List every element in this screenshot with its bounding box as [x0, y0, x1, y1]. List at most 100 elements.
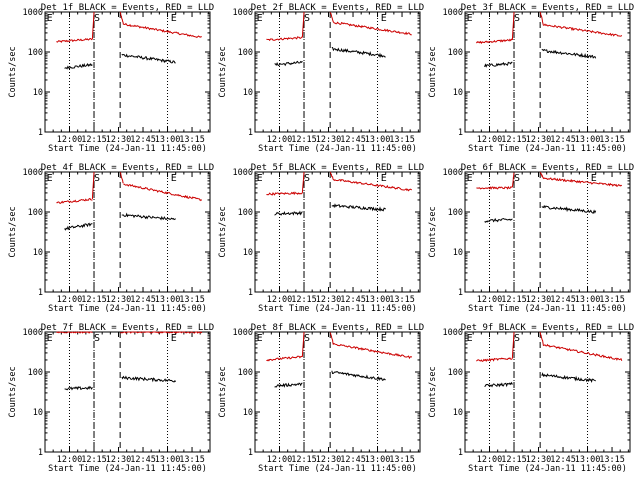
x-tick-label: 13:00	[365, 135, 391, 145]
x-axis-label: Start Time (24-Jan-11 11:45:00)	[48, 304, 207, 314]
x-tick-label: 12:00	[477, 135, 503, 145]
marker-letter: E	[381, 173, 387, 184]
lld-series-line	[543, 23, 623, 37]
x-axis-label: Start Time (24-Jan-11 11:45:00)	[48, 464, 207, 474]
marker-letter: E	[171, 13, 177, 24]
y-tick-label: 10	[33, 248, 43, 258]
x-tick-label: 12:45	[340, 135, 366, 145]
marker-letter: E	[47, 333, 53, 344]
chart-title: Det 4f BLACK = Events, RED = LLD	[41, 163, 214, 173]
marker-letter: S	[94, 13, 100, 24]
events-series-line	[484, 381, 513, 388]
x-tick-label: 12:30	[106, 295, 132, 305]
chart-panel-1: Det 1f BLACK = Events, RED = LLD 1 10 100 10…	[8, 3, 214, 154]
chart-panel-7: Det 7f BLACK = Events, RED = LLD 1 10 100 10…	[8, 323, 214, 474]
x-tick-label: 12:00	[477, 295, 503, 305]
y-tick-label: 1000	[23, 328, 43, 338]
x-tick-label: 13:15	[599, 455, 625, 465]
marker-letter: E	[47, 13, 53, 24]
y-tick-label: 1	[38, 288, 43, 298]
lld-series-line	[333, 21, 412, 36]
x-tick-label: 13:00	[365, 295, 391, 305]
x-tick-label: 13:15	[599, 295, 625, 305]
x-tick-label: 12:00	[267, 135, 293, 145]
x-tick-label: 12:30	[106, 455, 132, 465]
events-series-line	[541, 204, 597, 214]
x-tick-label: 12:45	[550, 135, 576, 145]
x-tick-label: 12:00	[57, 295, 83, 305]
y-tick-label: 1	[248, 128, 253, 138]
y-tick-label: 10	[243, 248, 253, 258]
chart-title: Det 7f BLACK = Events, RED = LLD	[41, 323, 214, 333]
lld-series-line	[332, 178, 413, 192]
lld-series-line	[511, 172, 515, 188]
lld-series-line	[56, 37, 93, 43]
lld-series-line	[91, 11, 95, 40]
events-series-line	[121, 212, 176, 221]
events-series-line	[541, 372, 596, 383]
lld-series-line	[539, 11, 544, 26]
x-tick-label: 12:30	[526, 455, 552, 465]
x-tick-label: 13:15	[389, 295, 415, 305]
x-tick-label: 12:00	[267, 295, 293, 305]
events-series-line	[121, 375, 177, 383]
events-series-line	[121, 53, 176, 64]
x-tick-label: 12:15	[81, 135, 107, 145]
marker-letter: S	[514, 173, 520, 184]
lld-series-line	[476, 185, 513, 190]
x-axis-label: Start Time (24-Jan-11 11:45:00)	[468, 464, 627, 474]
x-tick-label: 12:45	[130, 455, 156, 465]
plot-frame	[254, 11, 421, 133]
x-tick-label: 12:15	[501, 455, 527, 465]
events-series-line	[64, 222, 93, 231]
x-tick-label: 12:00	[57, 135, 83, 145]
lld-series-line	[543, 177, 623, 187]
y-tick-label: 1	[458, 288, 463, 298]
events-series-line	[331, 370, 386, 381]
chart-panel-9: Det 9f BLACK = Events, RED = LLD 1 10 100 10…	[428, 323, 634, 474]
lld-series-line	[91, 171, 95, 200]
x-tick-label: 12:45	[340, 295, 366, 305]
marker-letter: E	[257, 173, 263, 184]
plot-frame	[254, 331, 421, 453]
plot-frame	[44, 11, 211, 133]
events-series-line	[274, 382, 303, 388]
x-tick-label: 13:15	[179, 455, 205, 465]
x-tick-label: 13:00	[575, 455, 601, 465]
x-tick-label: 12:30	[316, 455, 342, 465]
lld-series-line	[511, 11, 515, 41]
y-tick-label: 10	[453, 408, 463, 418]
x-tick-label: 12:15	[291, 455, 317, 465]
lld-series-line	[56, 331, 93, 334]
lld-series-line	[119, 11, 124, 25]
x-axis-label: Start Time (24-Jan-11 11:45:00)	[468, 144, 627, 154]
marker-letter: E	[467, 333, 473, 344]
x-tick-label: 12:45	[130, 135, 156, 145]
x-tick-label: 12:45	[550, 455, 576, 465]
x-tick-label: 13:00	[155, 135, 181, 145]
y-tick-label: 1	[458, 128, 463, 138]
x-tick-label: 12:30	[526, 135, 552, 145]
marker-letter: E	[381, 333, 387, 344]
chart-panel-2: Det 2f BLACK = Events, RED = LLD 1 10 100 10…	[218, 3, 424, 154]
x-tick-label: 13:00	[575, 295, 601, 305]
x-tick-label: 13:00	[155, 295, 181, 305]
y-axis-label: Counts/sec	[8, 366, 18, 417]
x-tick-label: 12:15	[501, 295, 527, 305]
chart-panel-5: Det 5f BLACK = Events, RED = LLD 1 10 100 10…	[218, 163, 424, 314]
y-axis-label: Counts/sec	[218, 46, 228, 97]
y-axis-label: Counts/sec	[428, 46, 438, 97]
x-axis-label: Start Time (24-Jan-11 11:45:00)	[468, 304, 627, 314]
x-tick-label: 12:15	[291, 295, 317, 305]
y-tick-label: 10	[243, 88, 253, 98]
y-axis-label: Counts/sec	[428, 366, 438, 417]
y-tick-label: 100	[448, 208, 463, 218]
chart-panel-8: Det 8f BLACK = Events, RED = LLD 1 10 100 10…	[218, 323, 424, 474]
y-tick-label: 100	[448, 368, 463, 378]
plot-frame	[464, 331, 631, 453]
plot-frame	[44, 171, 211, 293]
lld-series-line	[123, 22, 202, 39]
marker-letter: E	[171, 173, 177, 184]
chart-title: Det 6f BLACK = Events, RED = LLD	[461, 163, 634, 173]
x-axis-label: Start Time (24-Jan-11 11:45:00)	[258, 304, 417, 314]
